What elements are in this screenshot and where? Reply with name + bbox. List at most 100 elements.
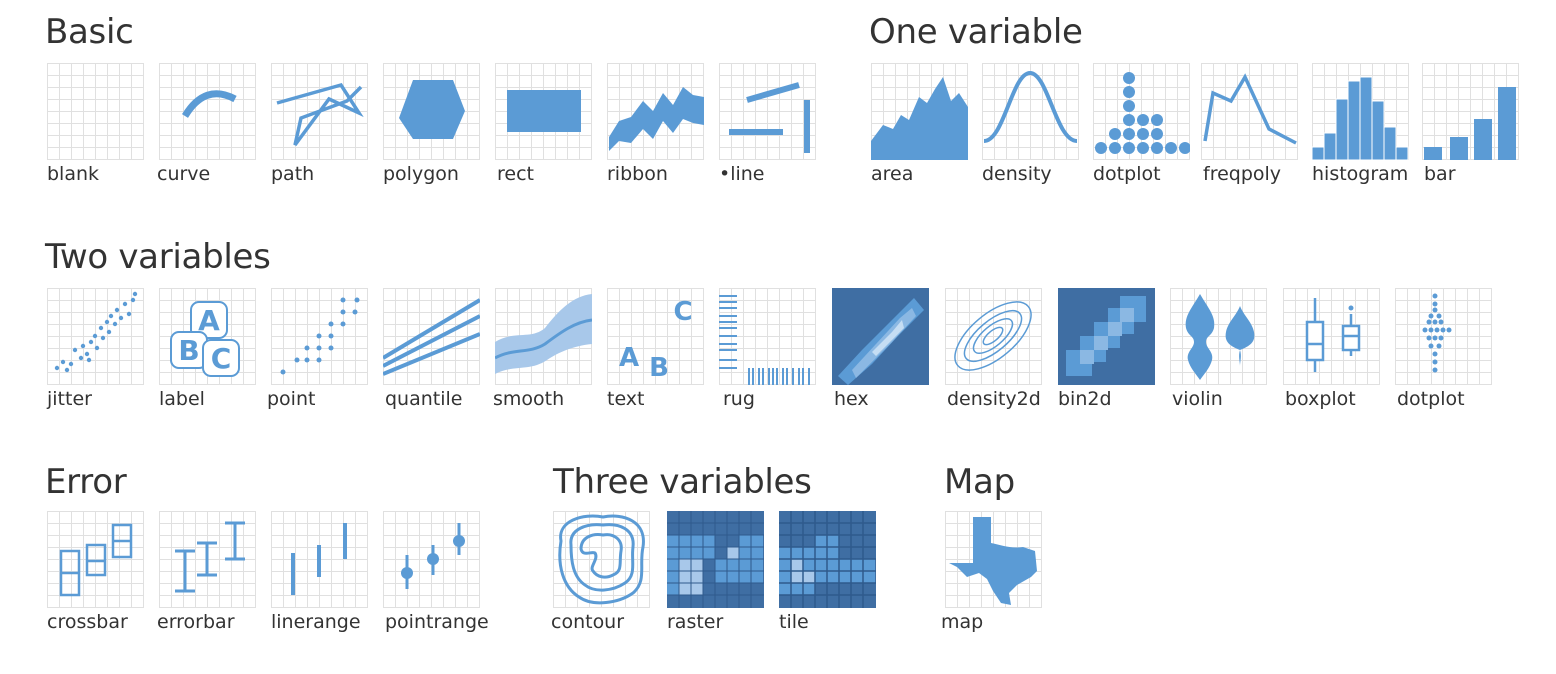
bar-label: bar bbox=[1424, 163, 1456, 185]
label-label: label bbox=[159, 388, 205, 410]
text-glyph-c: C bbox=[673, 297, 692, 327]
linerange-icon bbox=[271, 511, 368, 608]
contour-icon bbox=[553, 511, 650, 608]
grid-lines bbox=[1283, 288, 1380, 385]
line-tile bbox=[719, 63, 816, 160]
point-icon bbox=[271, 288, 368, 385]
path-icon bbox=[271, 63, 368, 160]
jitter-tile bbox=[47, 288, 144, 385]
violin-label: violin bbox=[1172, 388, 1223, 410]
jitter-label: jitter bbox=[47, 388, 92, 410]
section-title-map: Map bbox=[944, 462, 1015, 502]
raster-tile bbox=[667, 511, 764, 608]
grid-lines bbox=[945, 288, 1042, 385]
grid-lines bbox=[47, 63, 144, 160]
contour-label: contour bbox=[551, 611, 625, 633]
rug-icon bbox=[719, 288, 816, 385]
raster-icon bbox=[667, 511, 764, 608]
hex-label: hex bbox=[834, 388, 869, 410]
histogram-icon bbox=[1312, 63, 1409, 160]
curve-tile bbox=[159, 63, 256, 160]
rect-tile bbox=[495, 63, 592, 160]
ribbon-tile bbox=[607, 63, 704, 160]
section-title-two-variables: Two variables bbox=[45, 237, 271, 277]
map-icon bbox=[945, 511, 1042, 608]
bar-tile bbox=[1422, 63, 1519, 160]
violin-tile bbox=[1170, 288, 1267, 385]
tile-tile bbox=[779, 511, 876, 608]
smooth-icon bbox=[495, 288, 592, 385]
label-icon: A B C bbox=[159, 288, 256, 385]
blank-label: blank bbox=[47, 163, 100, 185]
jitter-icon bbox=[47, 288, 144, 385]
dotplot1-icon bbox=[1093, 63, 1190, 160]
map-tile bbox=[945, 511, 1042, 608]
grid-lines bbox=[1395, 288, 1492, 385]
grid-lines bbox=[47, 511, 144, 608]
area-icon bbox=[871, 63, 968, 160]
grid-lines bbox=[271, 288, 368, 385]
errorbar-icon bbox=[159, 511, 256, 608]
text-tile: C A B bbox=[607, 288, 704, 385]
section-title-three-variables: Three variables bbox=[553, 462, 812, 502]
pointrange-tile bbox=[383, 511, 480, 608]
quantile-label: quantile bbox=[385, 388, 463, 410]
polygon-icon bbox=[383, 63, 480, 160]
text-glyph-a: A bbox=[619, 343, 639, 373]
errorbar-label: errorbar bbox=[157, 611, 235, 633]
area-tile bbox=[871, 63, 968, 160]
smooth-tile bbox=[495, 288, 592, 385]
text-glyph-b: B bbox=[649, 353, 669, 383]
label-glyph-b: B bbox=[178, 334, 199, 367]
text-label: text bbox=[607, 388, 645, 410]
boxplot-label: boxplot bbox=[1285, 388, 1356, 410]
ribbon-label: ribbon bbox=[607, 163, 668, 185]
path-label: path bbox=[271, 163, 315, 185]
freqpoly-label: freqpoly bbox=[1203, 163, 1282, 185]
text-icon: C A B bbox=[607, 288, 704, 385]
point-tile bbox=[271, 288, 368, 385]
dotplot1-label: dotplot bbox=[1093, 163, 1161, 185]
tile-label: tile bbox=[779, 611, 809, 633]
rect-icon bbox=[495, 63, 592, 160]
rug-tile bbox=[719, 288, 816, 385]
curve-icon bbox=[159, 63, 256, 160]
blank-icon bbox=[47, 63, 144, 160]
dotplot2-tile bbox=[1395, 288, 1492, 385]
hex-icon bbox=[832, 288, 929, 385]
bar-icon bbox=[1422, 63, 1519, 160]
boxplot-tile bbox=[1283, 288, 1380, 385]
polygon-label: polygon bbox=[383, 163, 459, 185]
density2d-tile bbox=[945, 288, 1042, 385]
label-glyph-c: C bbox=[211, 342, 232, 375]
linerange-label: linerange bbox=[271, 611, 361, 633]
rect-label: rect bbox=[497, 163, 534, 185]
freqpoly-icon bbox=[1201, 63, 1298, 160]
grid-lines bbox=[159, 63, 256, 160]
grid-lines bbox=[607, 288, 704, 385]
crossbar-icon bbox=[47, 511, 144, 608]
violin-icon bbox=[1170, 288, 1267, 385]
grid-lines bbox=[383, 288, 480, 385]
point-label: point bbox=[267, 388, 316, 410]
curve-label: curve bbox=[157, 163, 211, 185]
pointrange-label: pointrange bbox=[385, 611, 489, 633]
crossbar-label: crossbar bbox=[47, 611, 128, 633]
freqpoly-tile bbox=[1201, 63, 1298, 160]
tile-icon bbox=[779, 511, 876, 608]
errorbar-tile bbox=[159, 511, 256, 608]
line-label: •line bbox=[719, 163, 765, 185]
boxplot-icon bbox=[1283, 288, 1380, 385]
density-label: density bbox=[982, 163, 1052, 185]
section-title-one-variable: One variable bbox=[869, 12, 1083, 52]
grid-lines bbox=[1201, 63, 1298, 160]
pointrange-icon bbox=[383, 511, 480, 608]
density2d-label: density2d bbox=[947, 388, 1041, 410]
line-icon bbox=[719, 63, 816, 160]
raster-label: raster bbox=[667, 611, 724, 633]
density2d-icon bbox=[945, 288, 1042, 385]
bin2d-label: bin2d bbox=[1058, 388, 1112, 410]
contour-tile bbox=[553, 511, 650, 608]
density-icon bbox=[982, 63, 1079, 160]
grid-lines bbox=[982, 63, 1079, 160]
